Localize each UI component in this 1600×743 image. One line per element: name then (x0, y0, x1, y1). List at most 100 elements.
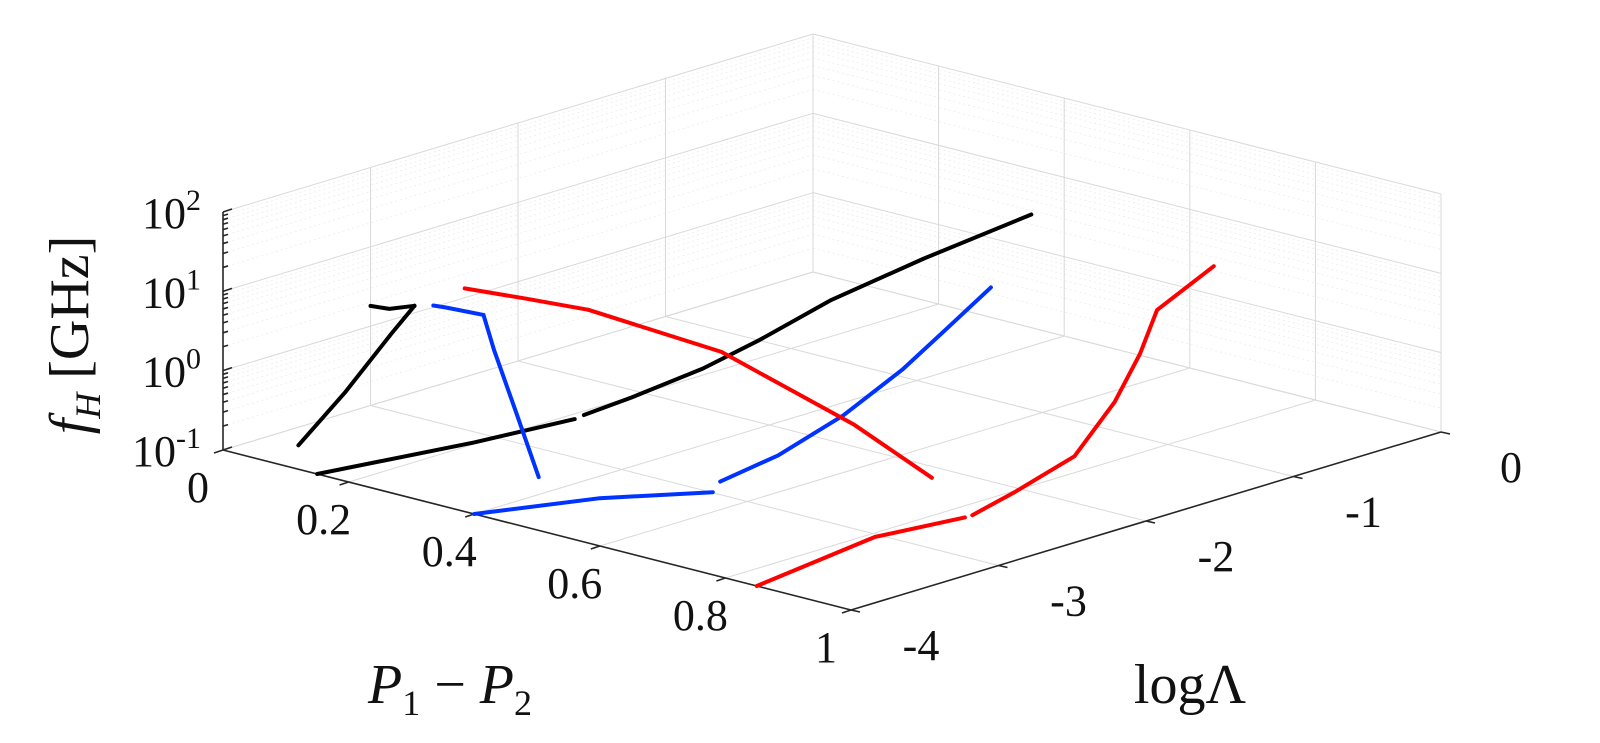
series-line (754, 515, 967, 588)
x-tick-label: 0 (187, 463, 209, 512)
minor-gridline-backwall (812, 223, 1442, 385)
z-minor-tick-mark (222, 292, 229, 296)
minor-gridline-backwall (812, 195, 1442, 357)
series-line (581, 212, 1034, 417)
series-line (462, 286, 591, 312)
z-tick-label: 102 (142, 184, 201, 238)
series-line (481, 312, 541, 480)
z-minor-tick-mark (222, 344, 229, 348)
minor-gridline-backwall (812, 199, 1442, 361)
z-minor-tick-mark (222, 213, 229, 217)
z-tick-mark (222, 287, 233, 293)
x-tick-label: 0.6 (547, 559, 602, 608)
minor-gridline-backwall (812, 154, 1442, 316)
z-minor-tick-mark (222, 241, 229, 245)
minor-gridline-backwall (812, 116, 1442, 278)
z-axis-title: fH [GHz] (39, 236, 108, 435)
z-minor-tick-mark (222, 217, 229, 221)
gridline-sidewall-z (222, 33, 814, 213)
minor-gridline-backwall (812, 51, 1442, 212)
x-tick-label: 0.4 (422, 527, 477, 576)
z-minor-tick-mark (222, 227, 229, 231)
minor-gridline-backwall (812, 130, 1442, 292)
z-minor-tick-mark (222, 222, 229, 226)
x-tick-label: 1 (815, 623, 837, 672)
gridline-backwall-z (812, 112, 1442, 274)
axis-titles: P1 − P2 logΛ fH [GHz] (39, 236, 1246, 723)
z-minor-tick-mark (222, 386, 229, 390)
series-line (472, 490, 715, 516)
y-tick-label: 0 (1500, 443, 1522, 492)
z-minor-tick-mark (222, 372, 229, 376)
gridline-floor-y (517, 360, 1147, 522)
z-tick-mark (222, 446, 233, 451)
x-tick-mark (339, 481, 349, 486)
series-line (296, 303, 417, 448)
axes (213, 208, 1451, 614)
x-tick-mark (841, 609, 852, 614)
z-minor-tick-mark (222, 265, 229, 269)
z-minor-tick-mark (222, 376, 229, 380)
z-minor-tick-mark (222, 399, 229, 404)
gridline-sidewall-z (222, 112, 814, 292)
z-minor-tick-mark (222, 392, 229, 396)
series-line (586, 307, 934, 480)
x-tick-mark (213, 449, 224, 454)
z-minor-tick-mark (222, 312, 229, 316)
minor-gridline-backwall (812, 209, 1442, 371)
minor-gridline-backwall (812, 89, 1442, 250)
minor-gridline-backwall (812, 168, 1442, 330)
y-tick-mark (998, 564, 1008, 569)
gridline-floor-y (665, 316, 1294, 477)
y-tick-label: -4 (903, 621, 940, 670)
z-axis-title-text: fH [GHz] (39, 236, 108, 435)
z-minor-tick-mark (222, 296, 229, 300)
minor-gridline-backwall (812, 75, 1442, 236)
z-minor-tick-mark (222, 233, 229, 237)
minor-gridline-backwall (812, 125, 1442, 287)
series-line (718, 285, 993, 484)
x-tick-label: 0.2 (296, 495, 351, 544)
x-tick-mark (716, 577, 726, 582)
series-line (431, 303, 486, 317)
minor-gridline-backwall (812, 136, 1442, 298)
z-tick-label: 10-1 (132, 422, 201, 476)
minor-gridline-backwall (812, 37, 1442, 199)
series-line (315, 417, 577, 476)
z-tick-label: 101 (142, 263, 201, 317)
x-tick-mark (590, 545, 601, 550)
minor-gridline-backwall (812, 41, 1442, 203)
x-axis-line (222, 449, 852, 611)
minor-gridline-backwall (812, 120, 1442, 282)
y-tick-mark (1293, 475, 1303, 480)
z-minor-tick-mark (222, 301, 229, 305)
y-tick-mark (1145, 520, 1156, 524)
z-tick-mark (222, 366, 233, 372)
y-tick-label: -1 (1345, 488, 1382, 537)
z-tick-label: 100 (142, 343, 201, 397)
minor-gridline-backwall (812, 144, 1442, 306)
minor-gridline-backwall (812, 204, 1442, 366)
series-line (368, 303, 417, 311)
series-line (970, 264, 1216, 518)
minor-gridline-backwall (812, 233, 1442, 395)
y-tick-label: -3 (1050, 577, 1087, 626)
z-minor-tick-mark (222, 409, 229, 413)
z-minor-tick-mark (222, 330, 229, 334)
z-minor-tick-mark (222, 423, 229, 427)
z-minor-tick-mark (222, 251, 229, 255)
z-tick-mark (222, 208, 233, 213)
y-tick-mark (850, 609, 861, 613)
x-tick-label: 0.8 (673, 591, 728, 640)
series-lines (296, 212, 1216, 588)
minor-gridline-backwall (812, 57, 1442, 219)
y-axis-title: logΛ (1134, 654, 1247, 716)
minor-gridline-backwall (812, 65, 1442, 226)
minor-gridline-backwall (812, 216, 1442, 377)
gridline-backwall-z (812, 33, 1442, 195)
gridline-floor-y (370, 405, 999, 566)
gridline-sidewall-z (222, 192, 814, 372)
gridline-floor-y (812, 271, 1442, 433)
